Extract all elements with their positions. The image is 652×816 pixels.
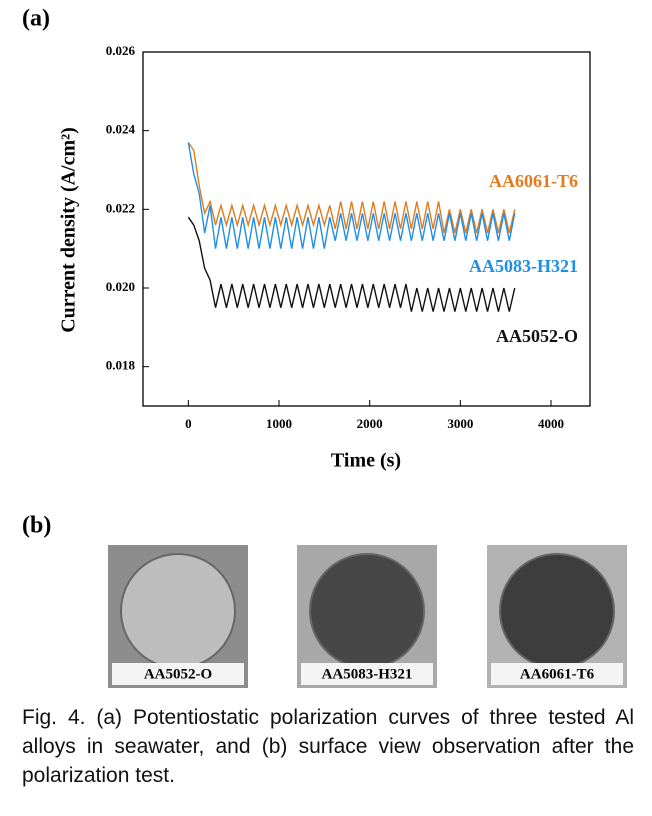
panel-label: (a) xyxy=(22,6,50,32)
series-label: AA5083-H321 xyxy=(469,256,578,276)
series-label: AA6061-T6 xyxy=(489,171,578,191)
caption: Fig. 4. (a) Potentiostatic polarization … xyxy=(22,706,634,787)
panel-label: (b) xyxy=(22,513,51,539)
y-axis-title: Current density (A/cm²) xyxy=(58,127,80,333)
y-tick-label: 0.018 xyxy=(106,358,136,373)
photo-label: AA5083-H321 xyxy=(322,666,413,682)
y-tick-label: 0.026 xyxy=(106,43,136,58)
photo-label-bg xyxy=(301,663,433,685)
x-tick-label: 3000 xyxy=(447,416,473,431)
photo-label: AA5052-O xyxy=(144,666,212,682)
y-tick-label: 0.020 xyxy=(106,279,135,294)
specimen-area xyxy=(309,553,425,669)
x-tick-label: 4000 xyxy=(538,416,564,431)
y-tick-label: 0.024 xyxy=(106,122,136,137)
x-axis-title: Time (s) xyxy=(331,450,401,472)
x-tick-label: 2000 xyxy=(357,416,383,431)
series-line xyxy=(187,216,516,312)
x-tick-label: 0 xyxy=(185,416,192,431)
series-line xyxy=(187,142,516,234)
y-tick-label: 0.022 xyxy=(106,200,135,215)
specimen-area xyxy=(499,553,615,669)
specimen-area xyxy=(120,553,236,669)
series-label: AA5052-O xyxy=(496,326,578,346)
photo-label: AA6061-T6 xyxy=(520,666,595,682)
photo-label-bg xyxy=(112,663,244,685)
x-tick-label: 1000 xyxy=(266,416,292,431)
series-line xyxy=(187,142,516,249)
figure: (a) Time (s) Current density (A/cm²) (b)… xyxy=(22,6,627,688)
plot-frame xyxy=(142,51,591,407)
photo-label-bg xyxy=(491,663,623,685)
